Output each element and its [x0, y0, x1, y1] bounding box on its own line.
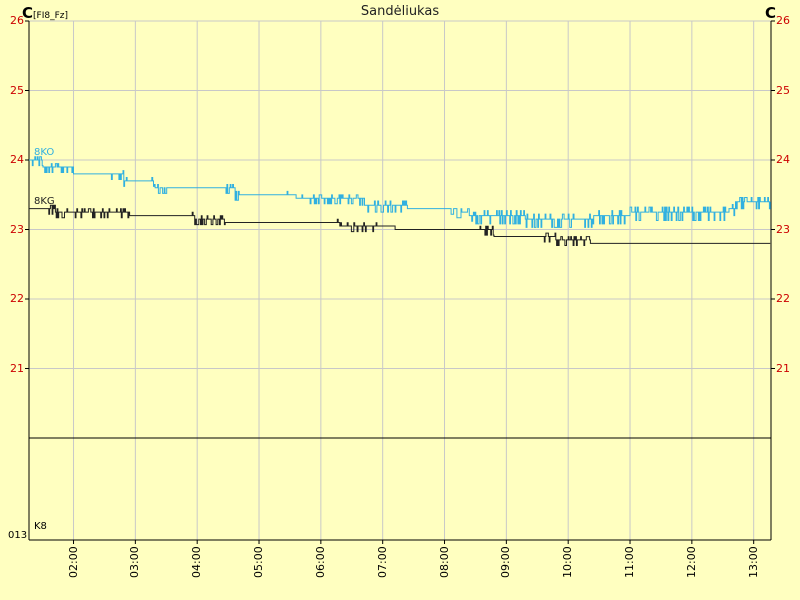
lower-panel-series-label: K8: [34, 521, 47, 532]
x-tick-label: 06:00: [313, 546, 327, 578]
x-tick-label: 07:00: [375, 546, 389, 578]
right-unit-label: C: [765, 4, 777, 22]
axes: [25, 20, 775, 544]
x-tick-label: 08:00: [437, 546, 451, 578]
series-label-8kg: 8KG: [34, 195, 55, 207]
x-tick-label: 03:00: [128, 546, 142, 578]
x-tick-label: 02:00: [66, 546, 80, 578]
x-tick-label: 11:00: [623, 546, 637, 578]
x-tick-label: 09:00: [499, 546, 513, 578]
y-tick-label-left: 25: [10, 83, 24, 97]
x-tick-label: 12:00: [684, 546, 698, 578]
y-tick-label-left: 26: [10, 14, 24, 27]
y-tick-label-right: 23: [776, 222, 790, 236]
y-tick-label-right: 24: [776, 153, 790, 166]
left-unit-label: C: [22, 4, 34, 22]
x-tick-label: 04:00: [190, 546, 204, 578]
x-tick-label: 10:00: [561, 546, 575, 578]
chart-title: Sandėliukas: [360, 4, 440, 19]
y-tick-label-right: 22: [776, 292, 790, 305]
y-tick-label-right: 26: [776, 14, 790, 27]
y-tick-label-left: 21: [10, 361, 24, 375]
series-line-8kg: [29, 204, 771, 246]
lower-panel-label: 013: [8, 530, 28, 541]
series-label-8ko: 8KO: [34, 147, 55, 158]
x-tick-label: 13:00: [746, 546, 760, 578]
y-tick-label-left: 22: [10, 292, 24, 305]
left-unit-tag: [FI8_Fz]: [33, 11, 68, 21]
y-tick-label-right: 21: [776, 361, 790, 375]
y-tick-label-left: 24: [10, 153, 24, 166]
x-tick-label: 05:00: [252, 546, 266, 578]
series-lines: [29, 156, 771, 246]
series-line-8ko: [29, 156, 771, 228]
y-tick-label-right: 25: [776, 83, 790, 97]
grid-lines: [29, 20, 771, 540]
y-tick-label-left: 23: [10, 222, 24, 236]
